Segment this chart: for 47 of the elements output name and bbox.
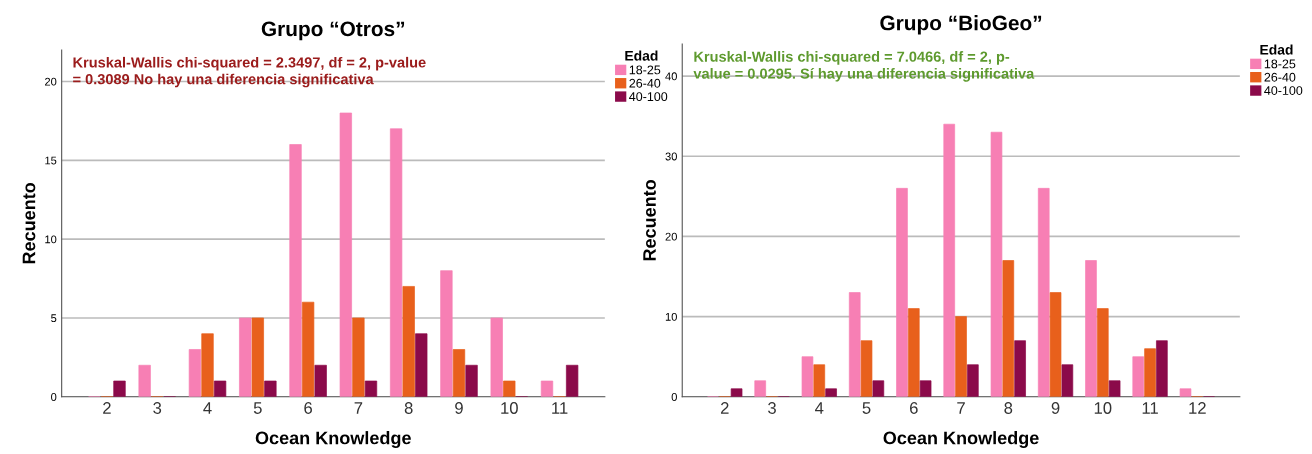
x-tick-label: 5	[862, 402, 871, 414]
x-tick-label: 9	[1051, 402, 1060, 414]
x-tick-label: 8	[1004, 402, 1013, 414]
y-axis-title: Recuento	[22, 182, 36, 264]
y-tick-label: 10	[665, 312, 677, 321]
y-tick-label: 10	[45, 235, 57, 244]
legend-title: Edad	[1260, 44, 1293, 55]
x-tick-label: 4	[203, 402, 212, 414]
y-tick-label: 20	[45, 77, 57, 86]
x-tick-label: 11	[552, 402, 568, 414]
x-tick-label: 7	[957, 402, 965, 414]
x-axis-title: Ocean Knowledge	[883, 431, 1039, 448]
x-tick-label: 2	[720, 402, 729, 414]
legend-label: 40-100	[629, 92, 668, 102]
chart-title: Grupo “BioGeo”	[880, 15, 1042, 35]
x-tick-label: 3	[768, 402, 776, 414]
y-tick-label: 15	[45, 156, 57, 165]
chart-title: Grupo “Otros”	[261, 21, 405, 41]
y-tick-label: 30	[665, 152, 677, 161]
legend-title: Edad	[625, 50, 658, 61]
x-axis-title: Ocean Knowledge	[255, 431, 411, 448]
x-tick-label: 11	[1142, 402, 1158, 414]
legend-label: 26-40	[629, 78, 661, 88]
x-tick-label: 10	[1094, 402, 1112, 414]
y-tick-label: 0	[671, 393, 677, 401]
y-tick-label: 40	[665, 72, 677, 81]
annotation: Kruskal-Wallis chi-squared = 7.0466, df = 2, p- value = 0.0295. Sí hay una diferencia significativa	[693, 51, 1035, 82]
legend-label: 18-25	[1264, 59, 1296, 69]
x-tick-label: 12	[1189, 402, 1206, 414]
legend-label: 18-25	[629, 65, 661, 75]
x-tick-label: 8	[404, 402, 413, 414]
legend-label: 40-100	[1264, 86, 1303, 95]
y-axis-title: Recuento	[643, 179, 656, 261]
x-tick-label: 6	[304, 402, 312, 414]
x-tick-label: 2	[103, 402, 111, 414]
x-tick-label: 3	[153, 402, 162, 414]
y-tick-label: 0	[51, 393, 57, 401]
y-tick-label: 5	[51, 314, 57, 323]
x-tick-label: 10	[501, 402, 518, 414]
x-tick-label: 4	[815, 402, 824, 414]
x-tick-label: 7	[354, 402, 363, 414]
x-tick-label: 5	[253, 402, 262, 414]
x-tick-label: 6	[910, 402, 918, 414]
y-tick-label: 20	[665, 232, 677, 241]
annotation: Kruskal-Wallis chi-squared = 2.3497, df = 2, p-value = 0.3089 No hay una diferencia significativa	[73, 56, 426, 88]
legend-label: 26-40	[1264, 72, 1296, 82]
x-tick-label: 9	[455, 402, 463, 414]
